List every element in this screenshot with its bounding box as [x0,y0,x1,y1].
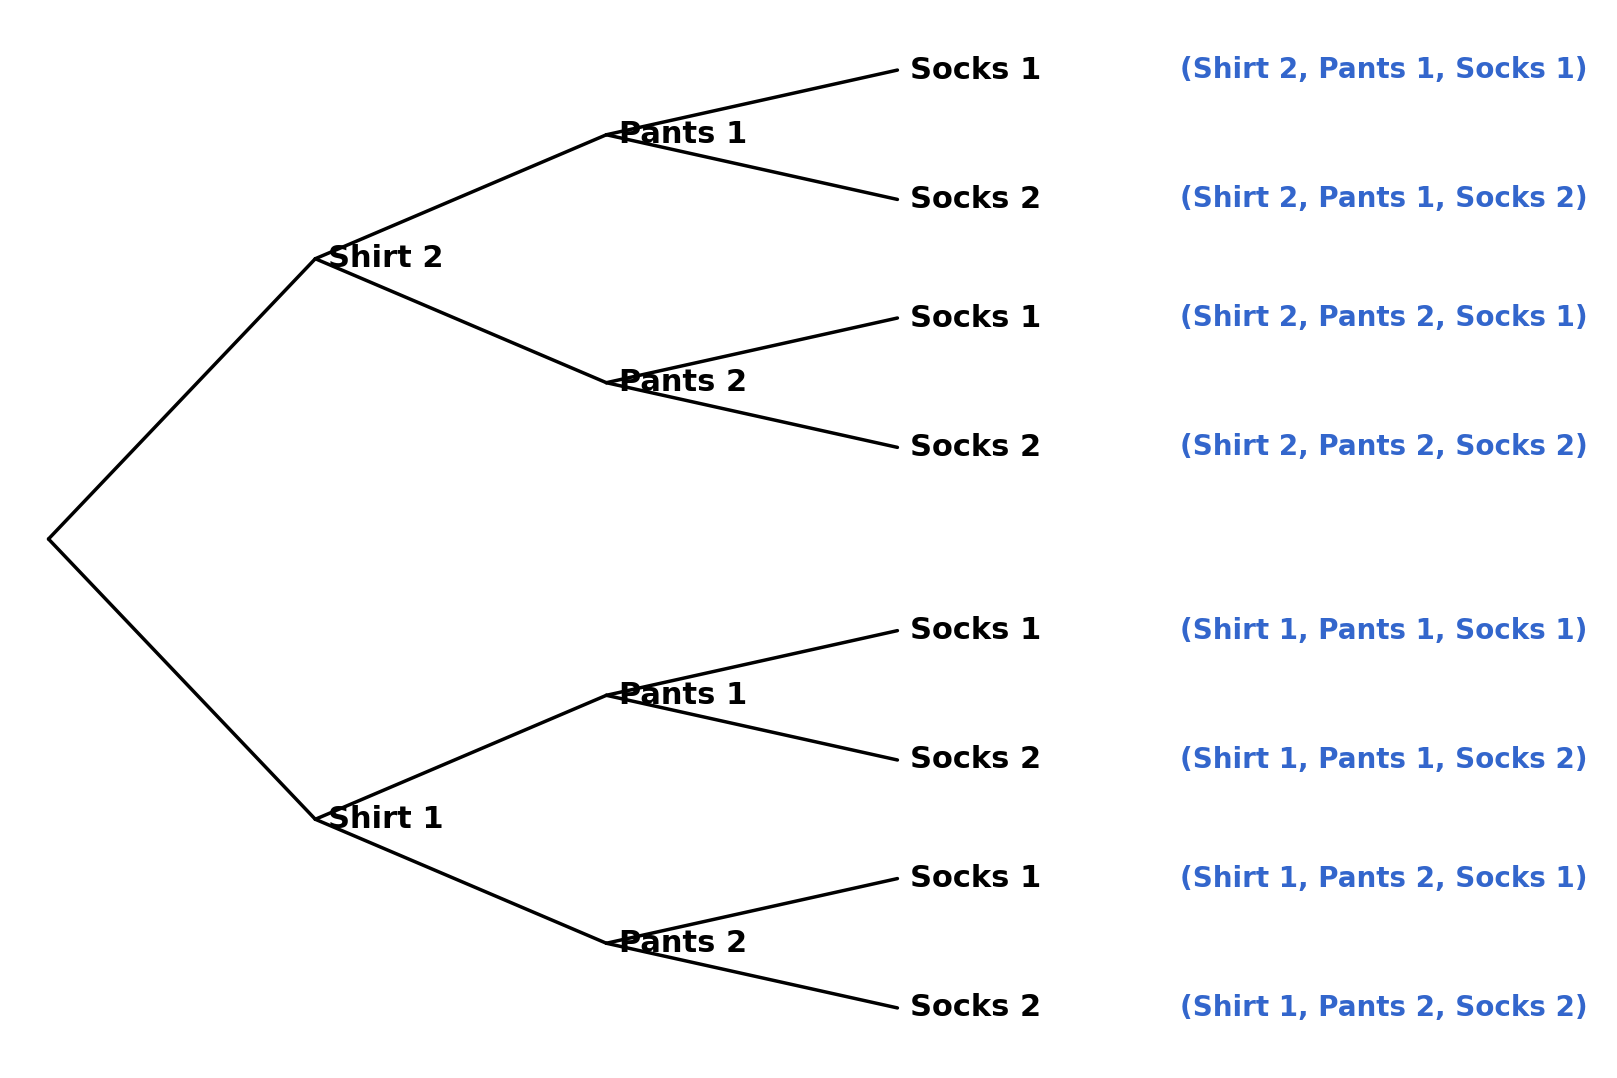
Text: Socks 2: Socks 2 [910,746,1041,774]
Text: (Shirt 1, Pants 1, Socks 1): (Shirt 1, Pants 1, Socks 1) [1180,617,1588,645]
Text: (Shirt 1, Pants 1, Socks 2): (Shirt 1, Pants 1, Socks 2) [1180,746,1588,774]
Text: Socks 1: Socks 1 [910,865,1041,893]
Text: (Shirt 2, Pants 2, Socks 2): (Shirt 2, Pants 2, Socks 2) [1180,433,1588,461]
Text: Socks 2: Socks 2 [910,433,1041,461]
Text: (Shirt 1, Pants 2, Socks 2): (Shirt 1, Pants 2, Socks 2) [1180,994,1588,1022]
Text: (Shirt 2, Pants 2, Socks 1): (Shirt 2, Pants 2, Socks 1) [1180,304,1588,332]
Text: (Shirt 2, Pants 1, Socks 2): (Shirt 2, Pants 1, Socks 2) [1180,185,1588,213]
Text: Socks 1: Socks 1 [910,617,1041,645]
Text: (Shirt 2, Pants 1, Socks 1): (Shirt 2, Pants 1, Socks 1) [1180,56,1588,84]
Text: (Shirt 1, Pants 2, Socks 1): (Shirt 1, Pants 2, Socks 1) [1180,865,1588,893]
Text: Socks 2: Socks 2 [910,185,1041,213]
Text: Shirt 2: Shirt 2 [328,245,443,273]
Text: Pants 2: Pants 2 [619,929,747,957]
Text: Pants 1: Pants 1 [619,121,747,149]
Text: Socks 1: Socks 1 [910,304,1041,332]
Text: Pants 2: Pants 2 [619,369,747,397]
Text: Socks 2: Socks 2 [910,994,1041,1022]
Text: Pants 1: Pants 1 [619,681,747,709]
Text: Shirt 1: Shirt 1 [328,805,445,833]
Text: Socks 1: Socks 1 [910,56,1041,84]
